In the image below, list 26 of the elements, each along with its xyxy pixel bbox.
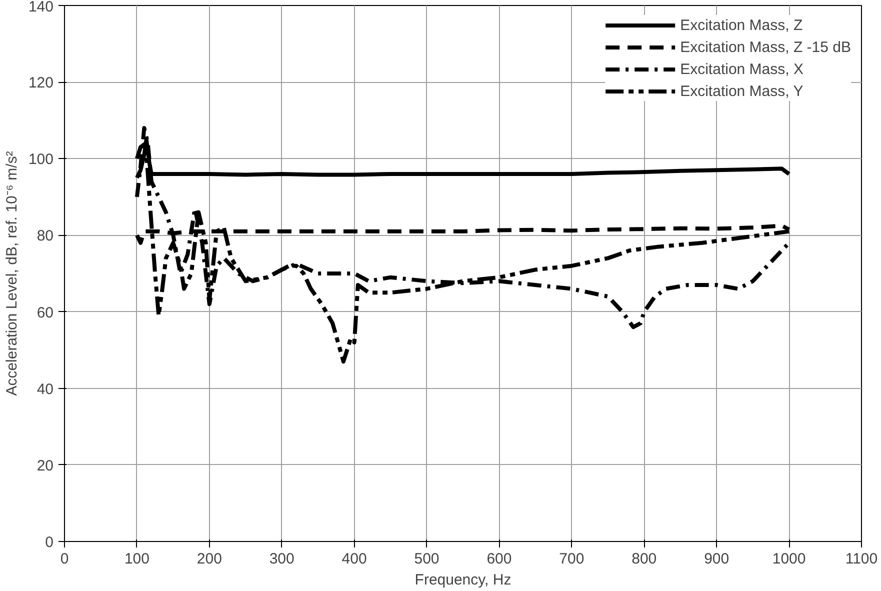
legend-label: Excitation Mass, Z (680, 16, 803, 34)
y-tick-label: 20 (36, 457, 54, 474)
x-tick-label: 900 (704, 550, 730, 568)
y-tick-label: 40 (36, 380, 54, 398)
legend-label: Excitation Mass, Y (680, 82, 804, 100)
x-tick-label: 100 (124, 550, 150, 568)
legend-label: Excitation Mass, Z -15 dB (680, 38, 851, 56)
x-tick-label: 200 (196, 550, 222, 568)
x-tick-label: 400 (342, 550, 367, 568)
x-axis-title: Frequency, Hz (414, 572, 512, 588)
y-tick-label: 60 (36, 304, 54, 322)
legend-label: Excitation Mass, X (680, 60, 804, 78)
y-tick-label: 140 (28, 0, 54, 16)
y-axis-title: Acceleration Level, dB, ref. 10⁻⁶ m/s² (3, 151, 20, 396)
x-tick-label: 800 (632, 550, 657, 568)
x-tick-label: 1100 (845, 550, 878, 568)
x-tick-label: 600 (486, 550, 512, 568)
x-tick-label: 700 (559, 550, 584, 568)
y-tick-label: 80 (36, 228, 54, 245)
x-tick-label: 1000 (772, 550, 806, 568)
x-tick-label: 500 (414, 550, 440, 568)
x-tick-label: 0 (60, 550, 69, 568)
y-tick-label: 120 (28, 74, 54, 92)
y-tick-label: 0 (45, 534, 54, 551)
x-tick-label: 300 (269, 550, 294, 568)
y-tick-label: 100 (28, 151, 54, 168)
